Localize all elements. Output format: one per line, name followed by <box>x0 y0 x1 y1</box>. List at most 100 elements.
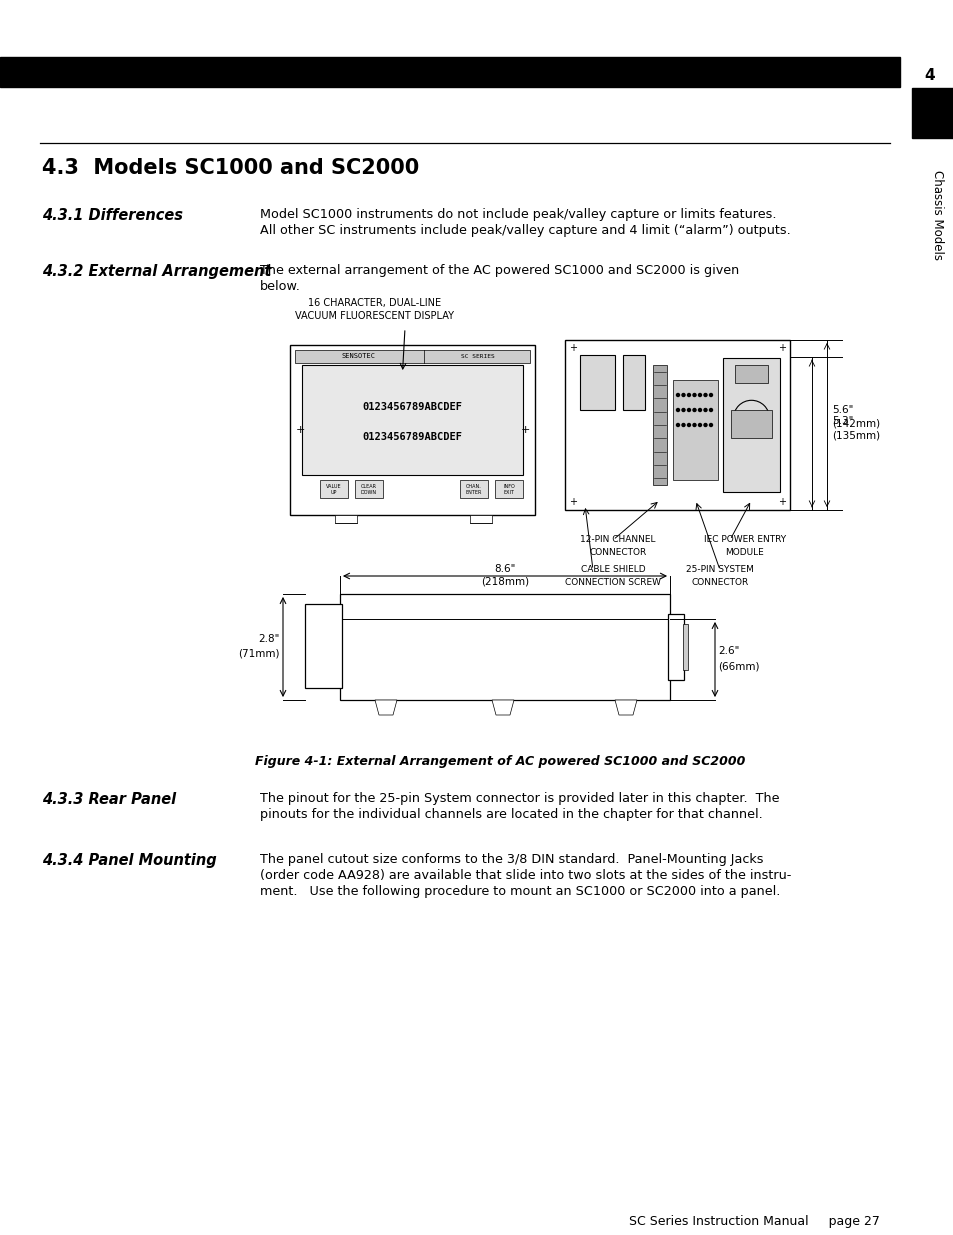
Text: 0123456789ABCDEF: 0123456789ABCDEF <box>362 431 462 441</box>
Circle shape <box>687 424 690 426</box>
Bar <box>682 624 687 671</box>
FancyBboxPatch shape <box>335 515 356 522</box>
Text: 4.3.1 Differences: 4.3.1 Differences <box>42 207 183 224</box>
Circle shape <box>698 424 700 426</box>
Text: CABLE SHIELD: CABLE SHIELD <box>580 564 644 574</box>
Text: pinouts for the individual channels are located in the chapter for that channel.: pinouts for the individual channels are … <box>260 808 762 821</box>
Text: ment.   Use the following procedure to mount an SC1000 or SC2000 into a panel.: ment. Use the following procedure to mou… <box>260 885 780 898</box>
Bar <box>722 358 780 492</box>
Text: VACUUM FLUORESCENT DISPLAY: VACUUM FLUORESCENT DISPLAY <box>295 311 454 321</box>
Circle shape <box>687 394 690 396</box>
Text: 4.3.3 Rear Panel: 4.3.3 Rear Panel <box>42 792 176 806</box>
Text: (218mm): (218mm) <box>480 576 529 585</box>
Circle shape <box>681 394 684 396</box>
Text: (66mm): (66mm) <box>718 662 759 672</box>
Text: Chassis Models: Chassis Models <box>930 170 943 261</box>
FancyBboxPatch shape <box>470 515 492 522</box>
Bar <box>495 480 522 498</box>
Text: 5.6": 5.6" <box>831 405 853 415</box>
Text: 8.6": 8.6" <box>494 564 516 574</box>
Text: ENTER: ENTER <box>465 490 481 495</box>
Bar <box>579 354 615 410</box>
Text: IEC POWER ENTRY: IEC POWER ENTRY <box>703 535 785 543</box>
Text: (135mm): (135mm) <box>831 431 880 441</box>
Circle shape <box>692 424 696 426</box>
Circle shape <box>709 409 712 411</box>
Circle shape <box>676 424 679 426</box>
Text: CLEAR: CLEAR <box>360 484 376 489</box>
Circle shape <box>703 424 706 426</box>
Polygon shape <box>492 700 514 715</box>
Bar <box>652 366 666 485</box>
Bar <box>319 480 348 498</box>
Bar <box>672 380 718 480</box>
Text: MODULE: MODULE <box>725 548 763 557</box>
Bar <box>667 614 683 680</box>
Text: +: + <box>519 425 529 435</box>
Text: +: + <box>295 425 304 435</box>
Bar <box>622 354 644 410</box>
Circle shape <box>676 394 679 396</box>
Text: UP: UP <box>331 490 336 495</box>
Text: The panel cutout size conforms to the 3/8 DIN standard.  Panel-Mounting Jacks: The panel cutout size conforms to the 3/… <box>260 853 762 866</box>
Text: +: + <box>568 343 577 353</box>
Text: 25-PIN SYSTEM: 25-PIN SYSTEM <box>685 564 753 574</box>
Text: SC Series Instruction Manual     page 27: SC Series Instruction Manual page 27 <box>628 1215 879 1228</box>
Text: SENSOTEC: SENSOTEC <box>341 353 375 359</box>
Bar <box>290 345 535 515</box>
Polygon shape <box>615 700 637 715</box>
Text: 16 CHARACTER, DUAL-LINE: 16 CHARACTER, DUAL-LINE <box>308 298 441 308</box>
Bar <box>0 57 899 86</box>
Polygon shape <box>375 700 396 715</box>
Circle shape <box>687 409 690 411</box>
Text: EXIT: EXIT <box>503 490 514 495</box>
Text: 2.8": 2.8" <box>258 634 280 643</box>
Text: 0123456789ABCDEF: 0123456789ABCDEF <box>362 401 462 411</box>
Text: (71mm): (71mm) <box>238 650 280 659</box>
Circle shape <box>698 409 700 411</box>
Text: All other SC instruments include peak/valley capture and 4 limit (“alarm”) outpu: All other SC instruments include peak/va… <box>260 224 790 237</box>
Text: 4.3.2 External Arrangement: 4.3.2 External Arrangement <box>42 264 271 279</box>
Text: +: + <box>778 343 785 353</box>
Circle shape <box>692 409 696 411</box>
Bar <box>564 340 789 510</box>
Circle shape <box>709 394 712 396</box>
Text: (142mm): (142mm) <box>831 419 880 429</box>
Text: 12-PIN CHANNEL: 12-PIN CHANNEL <box>579 535 655 543</box>
Bar <box>459 480 488 498</box>
Text: DOWN: DOWN <box>360 490 376 495</box>
Text: Figure 4-1: External Arrangement of AC powered SC1000 and SC2000: Figure 4-1: External Arrangement of AC p… <box>254 755 744 768</box>
Text: The pinout for the 25-pin System connector is provided later in this chapter.  T: The pinout for the 25-pin System connect… <box>260 792 779 805</box>
Circle shape <box>676 409 679 411</box>
Bar <box>734 366 767 383</box>
Text: CONNECTOR: CONNECTOR <box>691 578 748 587</box>
Bar <box>305 604 341 688</box>
Text: CONNECTOR: CONNECTOR <box>589 548 646 557</box>
Text: CONNECTION SCREW: CONNECTION SCREW <box>564 578 660 587</box>
Bar <box>355 480 382 498</box>
Bar <box>730 410 771 438</box>
Circle shape <box>709 424 712 426</box>
Text: (order code AA928) are available that slide into two slots at the sides of the i: (order code AA928) are available that sl… <box>260 869 791 882</box>
Text: The external arrangement of the AC powered SC1000 and SC2000 is given: The external arrangement of the AC power… <box>260 264 739 277</box>
Bar <box>911 88 953 138</box>
Text: +: + <box>568 496 577 508</box>
Bar <box>294 350 530 363</box>
Text: CHAN.: CHAN. <box>466 484 481 489</box>
Text: +: + <box>778 496 785 508</box>
Circle shape <box>698 394 700 396</box>
Circle shape <box>681 409 684 411</box>
Text: 4: 4 <box>923 68 934 83</box>
Text: below.: below. <box>260 280 300 293</box>
Circle shape <box>703 394 706 396</box>
Circle shape <box>692 394 696 396</box>
Text: VALUE: VALUE <box>326 484 341 489</box>
Text: 4.3.4 Panel Mounting: 4.3.4 Panel Mounting <box>42 853 216 868</box>
Text: INFO: INFO <box>502 484 515 489</box>
Text: Model SC1000 instruments do not include peak/valley capture or limits features.: Model SC1000 instruments do not include … <box>260 207 776 221</box>
Bar <box>339 594 669 700</box>
Text: SC SERIES: SC SERIES <box>461 354 495 359</box>
Bar <box>302 366 522 475</box>
Text: 4.3  Models SC1000 and SC2000: 4.3 Models SC1000 and SC2000 <box>42 158 418 178</box>
Text: 5.3": 5.3" <box>831 416 853 426</box>
